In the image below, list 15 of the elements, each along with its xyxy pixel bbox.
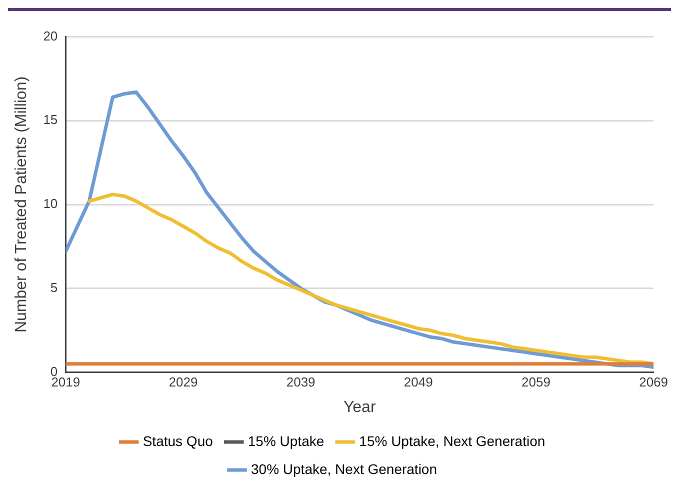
x-tick-label: 2069 [639, 374, 668, 390]
x-tick-label: 2029 [168, 374, 198, 390]
legend-label: 15% Uptake, Next Generation [359, 432, 546, 449]
y-tick-label: 5 [50, 280, 58, 295]
legend-label: 30% Uptake, Next Generation [251, 460, 438, 477]
y-tick-label: 20 [43, 28, 58, 44]
legend-label: Status Quo [142, 432, 214, 449]
x-tick-label: 2059 [522, 374, 550, 390]
x-tick-label: 2049 [404, 374, 433, 390]
x-tick-label: 2039 [286, 374, 316, 390]
y-tick-label: 15 [43, 112, 58, 128]
x-axis-title: Year [343, 398, 376, 416]
legend-label: 15% Uptake [248, 432, 324, 449]
y-axis-title: Number of Treated Patients (Million) [13, 76, 30, 333]
y-tick-label: 10 [43, 196, 58, 212]
